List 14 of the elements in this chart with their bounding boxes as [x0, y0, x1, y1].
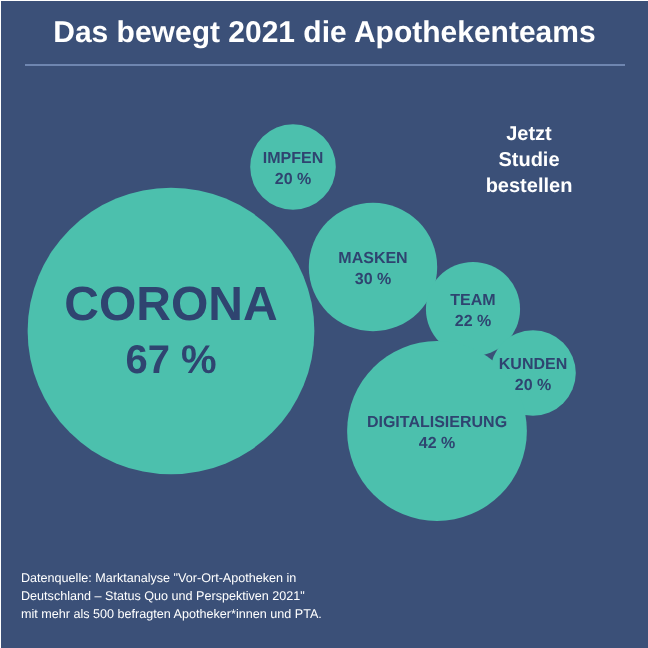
category-label: CORONA: [64, 277, 278, 332]
data-label: 20 %: [514, 376, 552, 394]
data-label: 22 %: [454, 312, 492, 330]
category-label: KUNDEN: [498, 355, 568, 374]
category-label: TEAM: [450, 291, 497, 310]
text: Jetzt Studie bestellen: [485, 123, 573, 199]
data-label: 20 %: [274, 170, 312, 188]
data-label: 67 %: [125, 339, 218, 383]
data-label: 30 %: [354, 270, 392, 288]
category-label: IMPFEN: [262, 149, 324, 168]
category-label: MASKEN: [338, 249, 409, 268]
category-label: DIGITALISIERUNG: [366, 413, 508, 432]
text: Das bewegt 2021 die Apothekenteams: [53, 16, 596, 50]
data-label: 42 %: [418, 434, 456, 452]
